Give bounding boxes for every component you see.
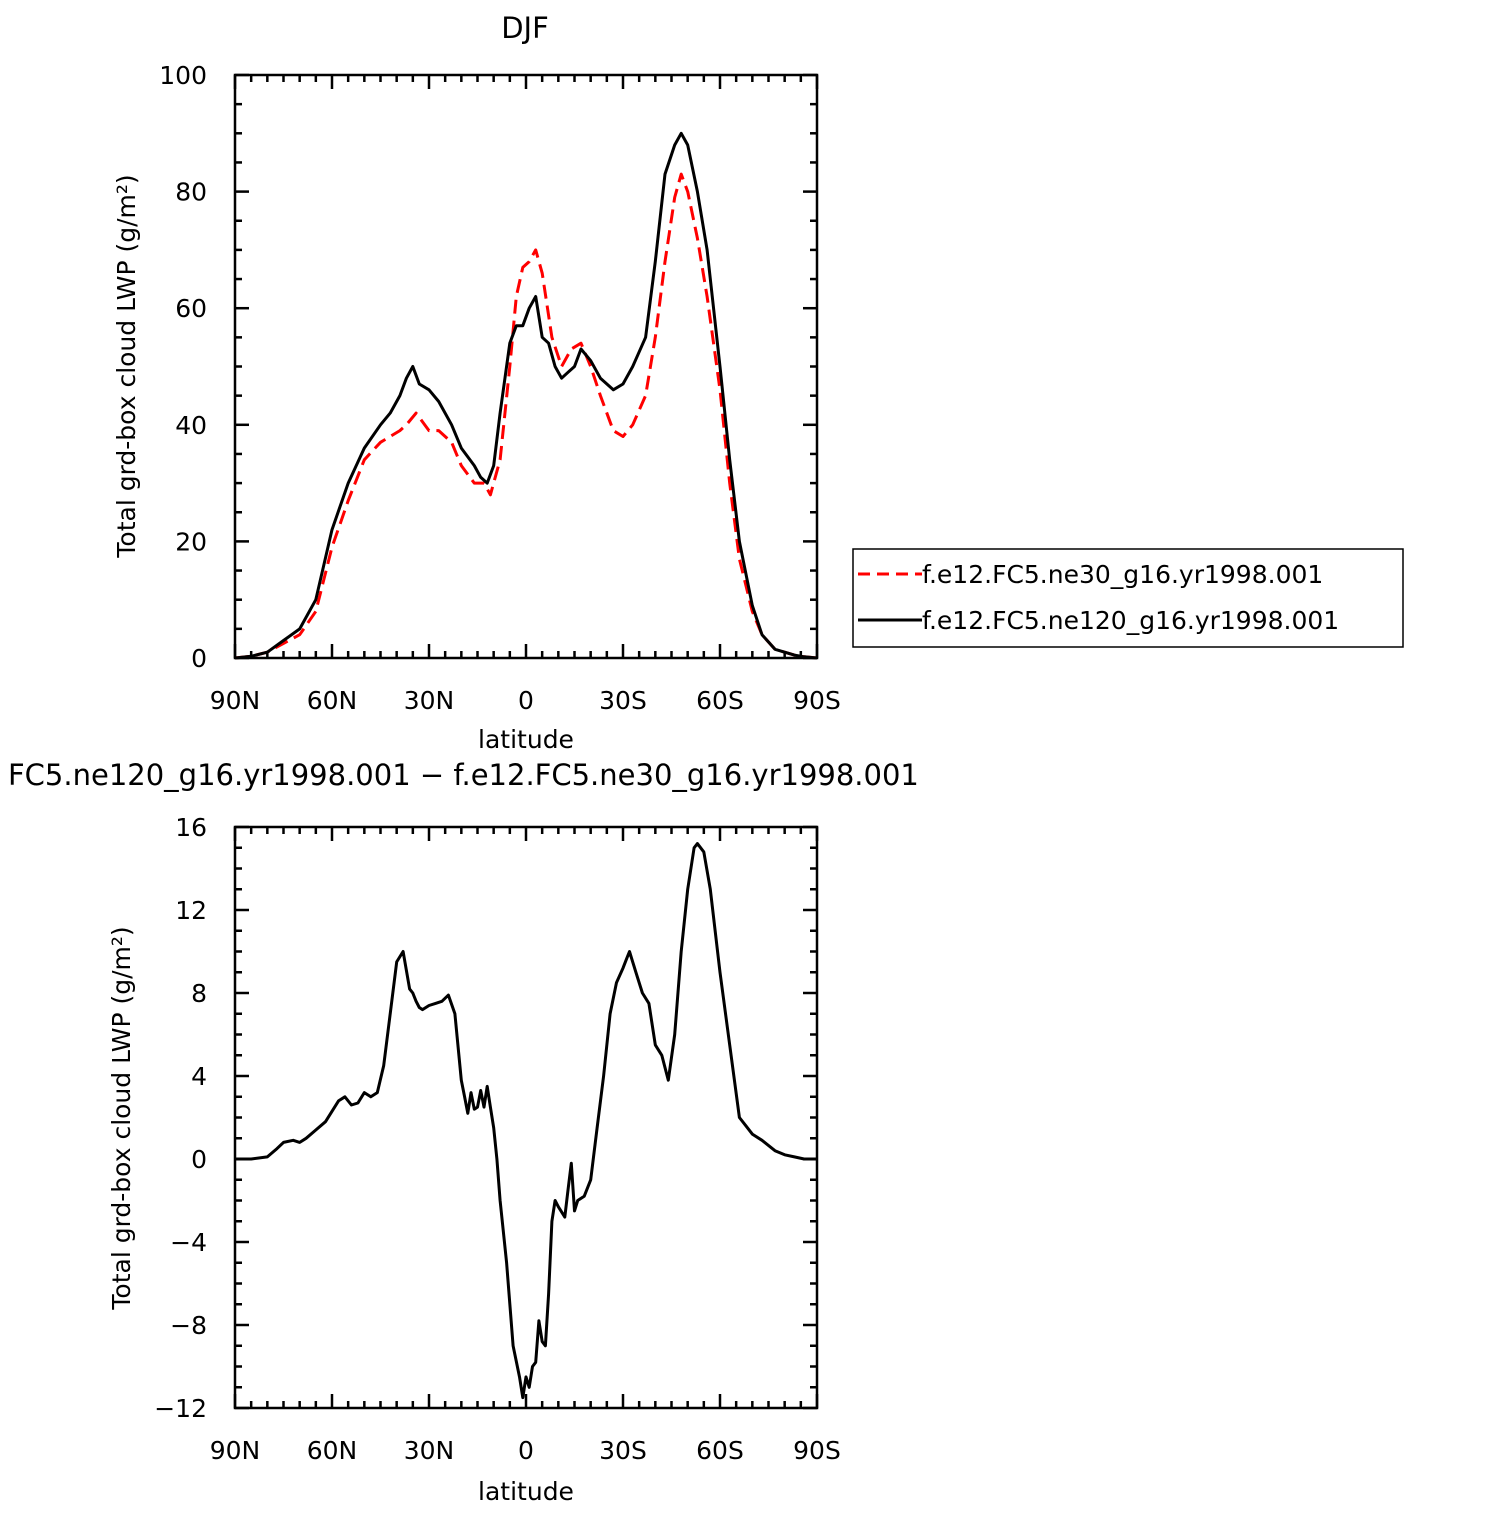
y-tick-label: 20 bbox=[175, 527, 207, 556]
y-tick-label: 0 bbox=[191, 644, 207, 673]
x-tick-label: 60N bbox=[307, 1436, 358, 1465]
series-line-1-0 bbox=[235, 842, 817, 1400]
x-tick-label: 30S bbox=[599, 1436, 647, 1465]
x-tick-label: 0 bbox=[518, 1436, 534, 1465]
top-axis-ticks: 90N 60N 30N 0 30S 60S 90S 0 20 40 60 80 100 bbox=[159, 61, 841, 715]
y-tick-label: −8 bbox=[170, 1311, 207, 1340]
x-tick-label: 60S bbox=[696, 1436, 744, 1465]
x-tick-label: 30S bbox=[599, 686, 647, 715]
bottom-y-axis-title: Total grd-box cloud LWP (g/m²) bbox=[107, 926, 136, 1310]
x-tick-label: 30N bbox=[404, 686, 455, 715]
bottom-x-axis-title: latitude bbox=[478, 1477, 574, 1506]
legend-box bbox=[852, 548, 1404, 648]
x-tick-label: 0 bbox=[518, 686, 534, 715]
bottom-chart-title: FC5.ne120_g16.yr1998.001 − f.e12.FC5.ne3… bbox=[8, 758, 919, 792]
x-tick-label: 60S bbox=[696, 686, 744, 715]
top-panel: DJF 90N 60N 30N 0 30S 60S 90S 0 20 40 60 80 100 lati… bbox=[112, 11, 1404, 754]
bottom-plot-frame bbox=[233, 825, 819, 1410]
top-series-lines bbox=[234, 131, 818, 660]
bottom-series-lines bbox=[235, 842, 817, 1400]
y-tick-label: 16 bbox=[175, 813, 207, 842]
y-tick-label: 40 bbox=[175, 411, 207, 440]
top-plot-frame bbox=[233, 73, 819, 660]
legend-label-ne30: f.e12.FC5.ne30_g16.yr1998.001 bbox=[922, 560, 1323, 589]
x-tick-label: 90N bbox=[210, 1436, 261, 1465]
y-tick-label: 60 bbox=[175, 294, 207, 323]
legend-label-ne120: f.e12.FC5.ne120_g16.yr1998.001 bbox=[922, 606, 1339, 635]
y-tick-label: 0 bbox=[191, 1145, 207, 1174]
x-tick-label: 30N bbox=[404, 1436, 455, 1465]
y-tick-label: −4 bbox=[170, 1228, 207, 1257]
y-tick-label: 80 bbox=[175, 178, 207, 207]
y-tick-label: −12 bbox=[154, 1394, 207, 1423]
x-tick-label: 60N bbox=[307, 686, 358, 715]
y-tick-label: 100 bbox=[159, 61, 207, 90]
y-tick-label: 4 bbox=[191, 1062, 207, 1091]
x-tick-label: 90S bbox=[793, 686, 841, 715]
x-tick-label: 90N bbox=[210, 686, 261, 715]
series-line-0-1 bbox=[234, 131, 818, 660]
top-chart-title: DJF bbox=[501, 11, 549, 45]
top-y-axis-title: Total grd-box cloud LWP (g/m²) bbox=[112, 174, 141, 558]
y-tick-label: 8 bbox=[191, 979, 207, 1008]
bottom-axis-ticks: 90N 60N 30N 0 30S 60S 90S −12 −8 −4 0 4 8 12 16 bbox=[154, 813, 841, 1465]
x-tick-label: 90S bbox=[793, 1436, 841, 1465]
top-x-axis-title: latitude bbox=[478, 725, 574, 754]
bottom-panel: FC5.ne120_g16.yr1998.001 − f.e12.FC5.ne3… bbox=[8, 758, 919, 1506]
y-tick-label: 12 bbox=[175, 896, 207, 925]
legend: f.e12.FC5.ne30_g16.yr1998.001 f.e12.FC5.… bbox=[852, 548, 1404, 648]
series-line-0-0 bbox=[234, 172, 818, 660]
